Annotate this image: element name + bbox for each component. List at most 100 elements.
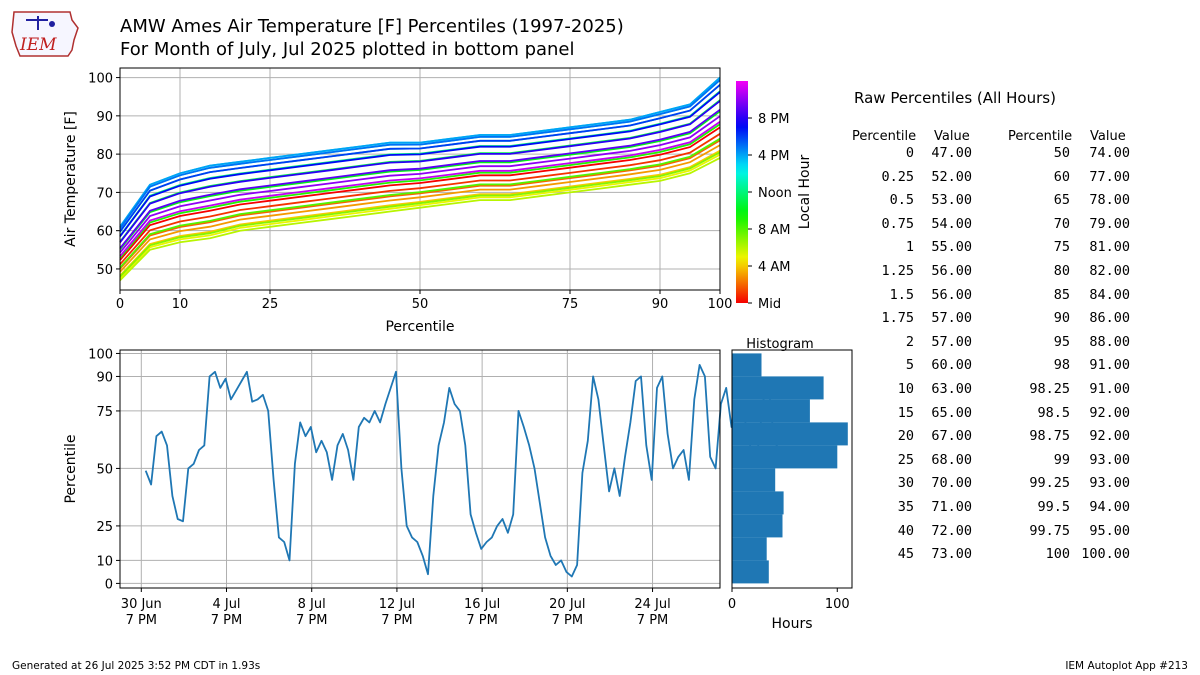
plot-frame <box>119 67 721 291</box>
histogram-bar <box>732 537 767 561</box>
iowa-outline <box>11 11 79 57</box>
left-percentile-cell: 10 <box>897 381 914 397</box>
y-tick-label: 80 <box>96 148 113 163</box>
x-tick-label: 0 <box>116 297 124 312</box>
x-tick-label-date: 24 Jul <box>634 597 670 612</box>
y-tick-label: 100 <box>88 347 113 362</box>
right-percentile-cell: 80 <box>1053 263 1070 279</box>
chart-title-line2: For Month of July, Jul 2025 plotted in b… <box>120 39 575 60</box>
right-percentile-cell: 99.75 <box>1029 522 1070 539</box>
colorbar-gradient <box>736 81 748 303</box>
right-percentile-cell: 99.25 <box>1029 475 1070 492</box>
left-col-value-header: Value <box>934 129 970 144</box>
hour-curve-21 <box>119 108 721 249</box>
right-value-cell: 91.00 <box>1089 381 1130 397</box>
left-percentile-cell: 20 <box>897 428 914 445</box>
hour-curve-23 <box>119 121 721 257</box>
right-percentile-cell: 90 <box>1053 310 1070 327</box>
x-tick-label-time: 7 PM <box>552 613 583 628</box>
left-value-cell: 57.00 <box>931 310 972 327</box>
hour-curve-17 <box>119 79 721 230</box>
y-tick-label: 25 <box>96 520 113 535</box>
right-percentile-cell: 50 <box>1053 145 1070 161</box>
right-percentile-cell: 95 <box>1053 333 1070 350</box>
left-percentile-cell: 25 <box>897 451 914 468</box>
left-value-cell: 63.00 <box>931 381 972 397</box>
hour-curve-9 <box>119 123 721 259</box>
x-tick-label-time: 7 PM <box>381 613 412 628</box>
hour-curve-8 <box>119 137 721 269</box>
hour-curve-4 <box>119 149 721 277</box>
y-tick-label: 90 <box>96 370 113 385</box>
left-value-cell: 52.00 <box>931 168 972 185</box>
left-percentile-cell: 30 <box>897 475 914 492</box>
left-percentile-cell: 45 <box>897 546 914 563</box>
left-value-cell: 71.00 <box>931 499 972 515</box>
hour-curve-19 <box>119 91 721 238</box>
x-axis-label: Percentile <box>385 319 454 335</box>
right-percentile-cell: 98.75 <box>1029 428 1070 445</box>
hour-curve-7 <box>119 151 721 278</box>
left-percentile-cell: 1.5 <box>889 286 914 303</box>
app-footer: IEM Autoplot App #213 <box>1065 660 1188 672</box>
generated-footer: Generated at 26 Jul 2025 3:52 PM CDT in … <box>12 660 261 672</box>
x-tick-label-date: 20 Jul <box>549 597 585 612</box>
left-percentile-cell: 1.25 <box>881 263 914 279</box>
x-tick-label: 90 <box>652 297 669 312</box>
chart-title-line1: AMW Ames Air Temperature [F] Percentiles… <box>120 16 624 37</box>
colorbar-tick-label: 4 AM <box>758 260 791 275</box>
x-tick-label-date: 8 Jul <box>298 597 326 612</box>
left-percentile-cell: 0 <box>905 145 914 161</box>
histogram-bar <box>732 445 838 469</box>
right-percentile-cell: 75 <box>1053 239 1070 256</box>
x-tick-label-date: 30 Jun <box>121 597 162 612</box>
histogram-x-label: Hours <box>771 616 812 632</box>
percentile-curves-panel: 0 10 25 50 75 90 100 50 60 70 80 90 100 Percentile Air… <box>63 67 732 335</box>
colorbar-tick-label: 8 AM <box>758 223 791 238</box>
left-percentile-cell: 1.75 <box>881 310 914 327</box>
right-value-cell: 84.00 <box>1089 286 1130 303</box>
hour-curve-18 <box>119 84 721 233</box>
right-percentile-cell: 60 <box>1053 168 1070 185</box>
right-value-cell: 79.00 <box>1089 215 1130 232</box>
right-col-percentile-header: Percentile <box>1008 129 1073 144</box>
right-value-cell: 81.00 <box>1089 239 1130 256</box>
histogram-bar <box>732 491 784 515</box>
y-tick-label: 75 <box>96 405 113 420</box>
x-tick-label-time: 7 PM <box>126 613 157 628</box>
right-percentile-cell: 85 <box>1053 286 1070 303</box>
left-value-cell: 70.00 <box>931 475 972 492</box>
hour-curve-22 <box>119 115 721 254</box>
right-value-cell: 82.00 <box>1089 263 1130 279</box>
hour-curve-0 <box>119 126 721 261</box>
left-value-cell: 55.00 <box>931 239 972 256</box>
y-tick-label: 0 <box>105 577 113 592</box>
left-percentile-cell: 0.5 <box>889 192 914 209</box>
left-value-cell: 57.00 <box>931 333 972 350</box>
right-value-cell: 88.00 <box>1089 333 1130 350</box>
left-percentile-cell: 0.25 <box>881 168 914 185</box>
y-axis-label: Percentile <box>63 434 79 503</box>
plot-frame <box>731 349 853 589</box>
left-percentile-cell: 15 <box>897 404 914 421</box>
left-percentile-cell: 1 <box>905 239 914 256</box>
left-value-cell: 56.00 <box>931 286 972 303</box>
y-tick-label: 100 <box>88 72 113 87</box>
x-tick-label-time: 7 PM <box>466 613 497 628</box>
x-tick-label-date: 12 Jul <box>379 597 415 612</box>
raw-table-title: Raw Percentiles (All Hours) <box>854 89 1056 107</box>
right-value-cell: 92.00 <box>1089 404 1130 421</box>
hour-curve-2 <box>119 139 721 270</box>
colorbar-tick-label: 4 PM <box>758 149 789 164</box>
right-value-cell: 78.00 <box>1089 192 1130 209</box>
right-value-cell: 100.00 <box>1081 546 1130 563</box>
hour-curve-5 <box>119 153 721 279</box>
y-tick-label: 50 <box>96 462 113 477</box>
histogram-bar <box>732 514 783 538</box>
iem-logo: IEM <box>8 6 80 60</box>
left-value-cell: 53.00 <box>931 192 972 209</box>
y-tick-label: 60 <box>96 225 113 240</box>
left-percentile-cell: 0.75 <box>881 215 914 232</box>
y-tick-label: 90 <box>96 110 113 125</box>
